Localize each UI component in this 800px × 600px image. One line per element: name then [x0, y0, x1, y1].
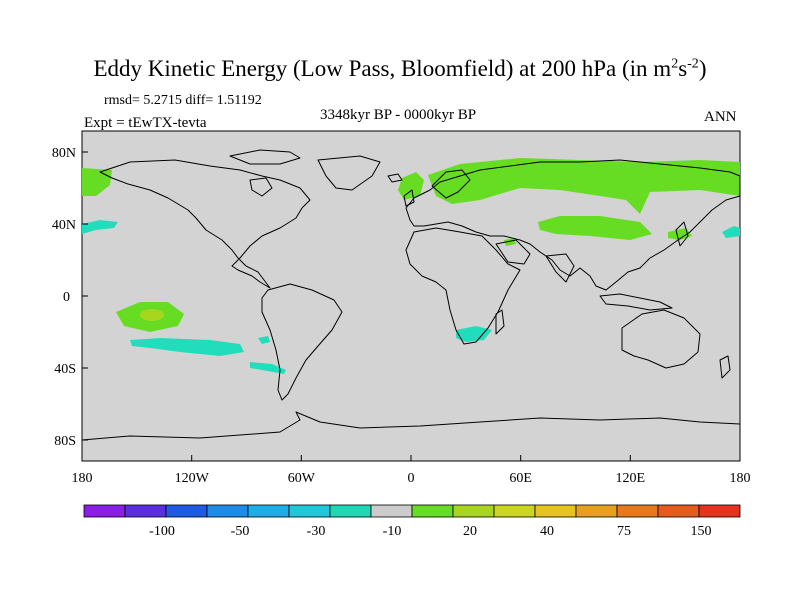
colorbar-label-20: 20 — [463, 524, 477, 539]
lat-label-40s: 40S — [54, 362, 76, 377]
colorbar-label-neg30: -30 — [307, 524, 326, 539]
colorbar-label-75: 75 — [617, 524, 631, 539]
colorbar-box — [329, 504, 372, 518]
lat-label-40n: 40N — [52, 218, 76, 233]
colorbar — [83, 504, 741, 518]
colorbar-box — [616, 504, 659, 518]
lon-label-60e: 60E — [509, 471, 532, 486]
lon-label-0: 0 — [408, 471, 415, 486]
coastline-indonesia — [599, 293, 673, 311]
positive-patch-labrador — [398, 172, 424, 200]
coastline-arabia — [495, 239, 531, 265]
colorbar-label-neg50: -50 — [231, 524, 250, 539]
coastline-antarctica — [81, 411, 741, 441]
positive-patch-eurasia — [428, 158, 740, 214]
coastline-eurasia — [405, 159, 741, 291]
experiment-label: Expt = tEwTX-tevta — [84, 115, 207, 131]
lon-label-180-west: 180 — [72, 471, 93, 486]
coastline-scandinavia — [431, 169, 471, 199]
coastline-australia — [621, 309, 701, 369]
lon-label-60w: 60W — [288, 471, 316, 486]
coastline-uk — [403, 189, 415, 207]
positive-patch-central-asia — [538, 216, 652, 240]
positive-patch-japan — [668, 228, 692, 240]
colorbar-box — [165, 504, 208, 518]
coastline-africa — [405, 227, 521, 345]
negative-patch-north-pacific-east — [82, 220, 118, 234]
colorbar-box — [206, 504, 249, 518]
coastline-india — [545, 253, 575, 283]
coastline-hudson — [249, 177, 273, 197]
lat-label-80n: 80N — [52, 146, 76, 161]
coastline-iceland — [387, 173, 403, 183]
plot-title: Eddy Kinetic Energy (Low Pass, Bloomfiel… — [93, 56, 707, 81]
coastline-madagascar — [495, 309, 505, 335]
negative-patch-south-africa — [456, 326, 492, 342]
coastline-arctic-islands — [229, 149, 301, 165]
lon-label-120e: 120E — [616, 471, 646, 486]
positive-core-south-pacific — [140, 309, 164, 321]
lon-label-120w: 120W — [175, 471, 210, 486]
colorbar-box — [493, 504, 536, 518]
negative-patch-south-america — [258, 336, 270, 344]
colorbar-label-neg10: -10 — [383, 524, 402, 539]
colorbar-box — [411, 504, 454, 518]
coastline-new-zealand — [719, 355, 731, 379]
anomaly-patches — [82, 158, 740, 374]
colorbar-label-neg100: -100 — [149, 524, 175, 539]
positive-patch-mideast — [504, 238, 516, 246]
longitude-axis: 180 120W 60W 0 60E 120E 180 — [72, 455, 751, 486]
coastline-japan — [675, 221, 689, 247]
season-label: ANN — [704, 109, 737, 125]
lat-label-80s: 80S — [54, 434, 76, 449]
colorbar-box — [288, 504, 331, 518]
coastline-south-america — [261, 283, 343, 401]
colorbar-box — [124, 504, 167, 518]
rmsd-stats: rmsd= 5.2715 diff= 1.51192 — [104, 93, 262, 108]
colorbar-label-150: 150 — [691, 524, 712, 539]
colorbar-box — [698, 504, 741, 518]
colorbar-labels: -100 -50 -30 -10 20 40 75 150 — [149, 524, 711, 539]
time-period: 3348kyr BP - 0000kyr BP — [320, 107, 477, 123]
positive-patch-alaska — [82, 168, 112, 196]
negative-patch-south-pacific — [130, 338, 244, 356]
negative-patch-chile — [250, 362, 286, 374]
lat-label-0: 0 — [63, 290, 70, 305]
colorbar-label-40: 40 — [540, 524, 554, 539]
lon-label-180-east: 180 — [730, 471, 751, 486]
latitude-axis: 80N 40N 0 40S 80S — [52, 146, 88, 449]
coastlines — [81, 149, 741, 441]
colorbar-box — [247, 504, 290, 518]
colorbar-box — [452, 504, 495, 518]
colorbar-box — [83, 504, 126, 518]
coastline-north-america — [99, 159, 311, 289]
colorbar-box — [575, 504, 618, 518]
negative-patch-north-pacific-west — [722, 226, 740, 238]
colorbar-box — [370, 504, 413, 518]
colorbar-box — [657, 504, 700, 518]
colorbar-box — [534, 504, 577, 518]
coastline-greenland — [317, 155, 381, 191]
